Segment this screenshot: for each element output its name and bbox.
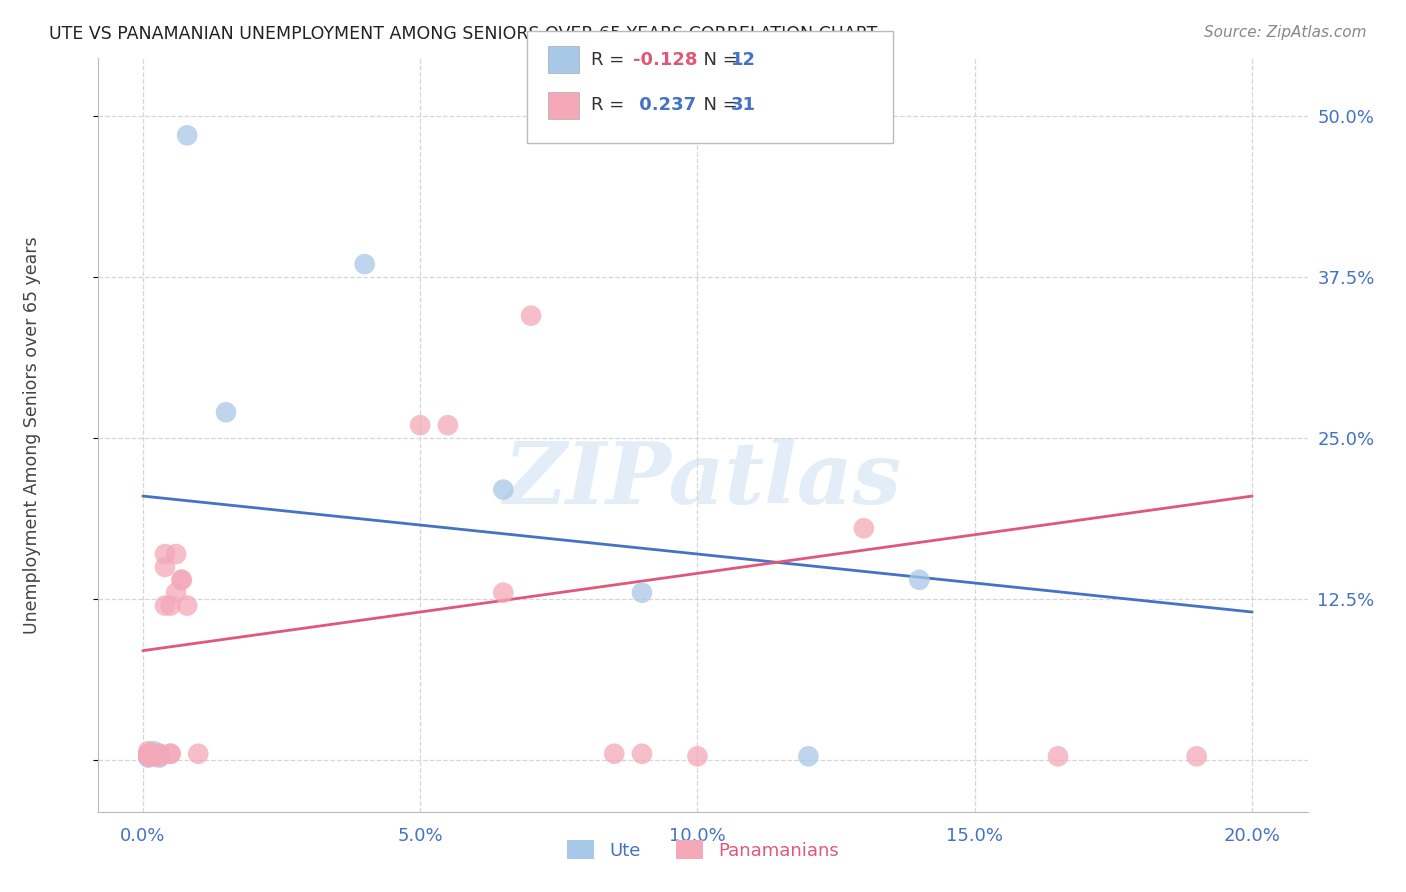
Point: [437, 418, 460, 433]
Text: 10.0%: 10.0%: [669, 827, 725, 846]
Point: [631, 747, 654, 761]
Text: Source: ZipAtlas.com: Source: ZipAtlas.com: [1204, 25, 1367, 40]
Text: ZIPatlas: ZIPatlas: [503, 438, 903, 522]
Text: 5.0%: 5.0%: [398, 827, 443, 846]
Point: [1046, 749, 1069, 764]
Point: [153, 599, 176, 613]
Text: 20.0%: 20.0%: [1223, 827, 1281, 846]
Point: [520, 309, 543, 323]
Point: [159, 747, 181, 761]
Point: [631, 585, 654, 599]
Point: [1185, 749, 1208, 764]
Point: [176, 599, 198, 613]
Point: [138, 749, 160, 764]
Point: [187, 747, 209, 761]
Point: [165, 547, 187, 561]
Point: [176, 128, 198, 143]
Point: [153, 560, 176, 574]
Text: R =: R =: [591, 51, 630, 69]
Point: [852, 521, 875, 535]
Point: [170, 573, 193, 587]
Text: Unemployment Among Seniors over 65 years: Unemployment Among Seniors over 65 years: [22, 236, 41, 633]
Point: [165, 585, 187, 599]
Point: [138, 747, 160, 761]
Point: [142, 744, 165, 758]
Point: [138, 749, 160, 764]
Point: [797, 749, 820, 764]
Point: [908, 573, 931, 587]
Text: 15.0%: 15.0%: [946, 827, 1004, 846]
Point: [138, 750, 160, 764]
Text: 0.237: 0.237: [633, 96, 696, 114]
Point: [138, 747, 160, 761]
Point: [142, 749, 165, 764]
Point: [138, 744, 160, 758]
Point: [142, 747, 165, 761]
Text: R =: R =: [591, 96, 630, 114]
Point: [142, 749, 165, 764]
Point: [353, 257, 375, 271]
Text: N =: N =: [692, 96, 744, 114]
Point: [215, 405, 238, 419]
Point: [492, 585, 515, 599]
Point: [409, 418, 432, 433]
Point: [148, 749, 170, 764]
Point: [170, 573, 193, 587]
Point: [159, 747, 181, 761]
Point: [148, 747, 170, 761]
Point: [603, 747, 626, 761]
Text: N =: N =: [692, 51, 744, 69]
Point: [148, 747, 170, 761]
Text: 0.0%: 0.0%: [120, 827, 166, 846]
Legend: Ute, Panamanians: Ute, Panamanians: [560, 833, 846, 867]
Point: [148, 750, 170, 764]
Text: 12: 12: [731, 51, 756, 69]
Point: [492, 483, 515, 497]
Text: -0.128: -0.128: [633, 51, 697, 69]
Point: [153, 547, 176, 561]
Point: [138, 749, 160, 764]
Point: [159, 599, 181, 613]
Text: 31: 31: [731, 96, 756, 114]
Point: [686, 749, 709, 764]
Text: UTE VS PANAMANIAN UNEMPLOYMENT AMONG SENIORS OVER 65 YEARS CORRELATION CHART: UTE VS PANAMANIAN UNEMPLOYMENT AMONG SEN…: [49, 25, 877, 43]
